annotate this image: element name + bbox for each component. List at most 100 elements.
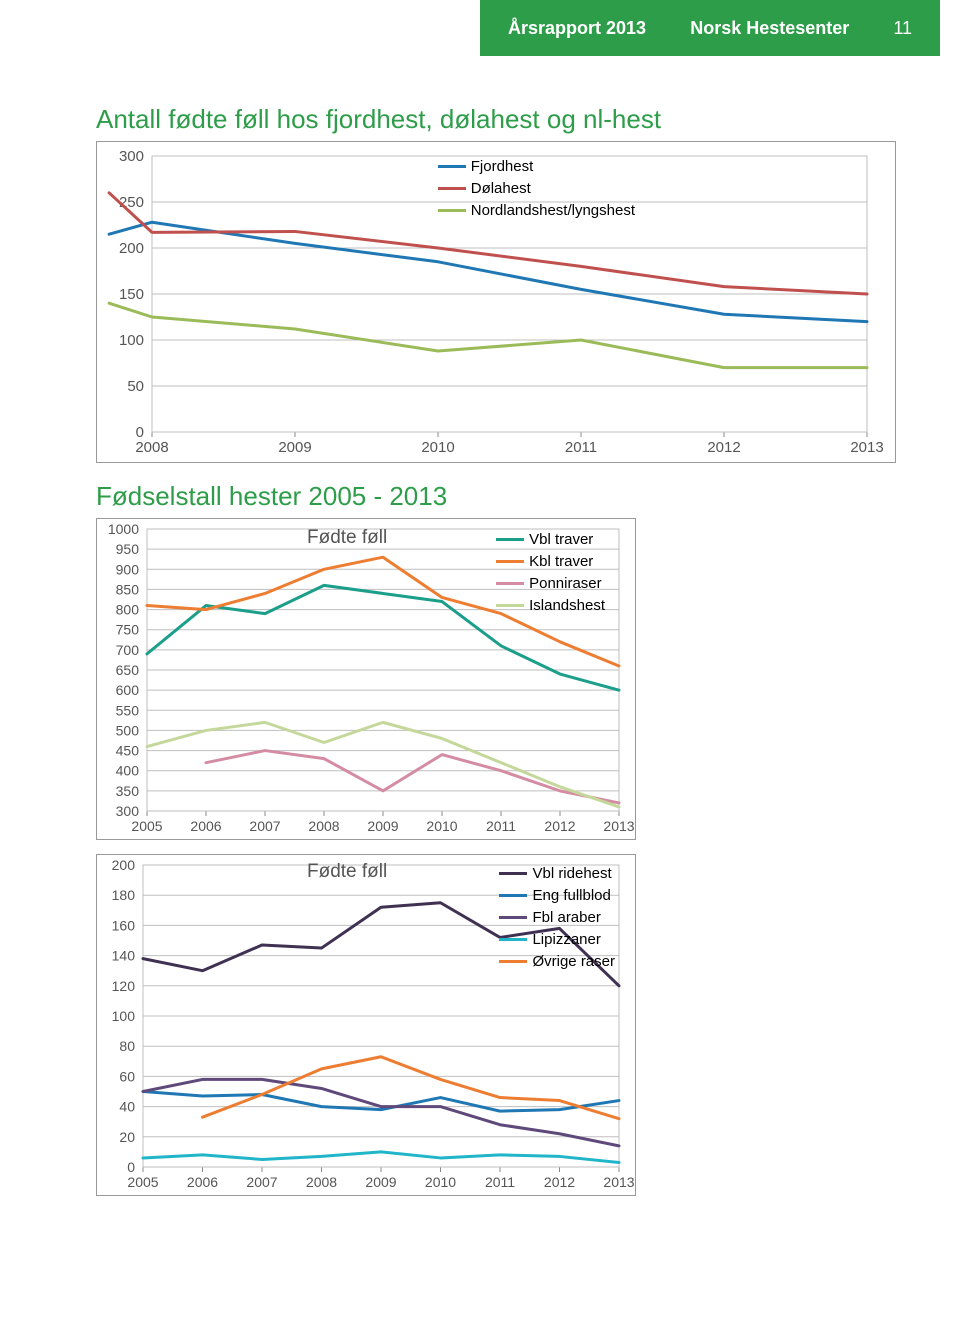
chart2-inner-title: Fødte føll [307, 527, 387, 549]
legend-swatch [496, 582, 524, 585]
svg-text:2008: 2008 [306, 1174, 337, 1190]
legend-item: Vbl ridehest [499, 863, 615, 883]
legend-item: Kbl traver [496, 551, 605, 571]
chart3-box: Fødte føll 0 20 40 60 80 100 120 140 160 180 200 20… [96, 854, 636, 1196]
svg-text:300: 300 [116, 803, 140, 819]
svg-text:2010: 2010 [426, 818, 457, 834]
svg-text:900: 900 [116, 561, 140, 577]
svg-text:250: 250 [119, 194, 144, 211]
svg-text:550: 550 [116, 702, 140, 718]
legend-item: Ponniraser [496, 573, 605, 593]
legend-label: Lipizzaner [532, 931, 600, 948]
chart1-box: 0501001502002503002008200920102011201220… [96, 141, 896, 463]
svg-text:2009: 2009 [367, 818, 398, 834]
svg-text:850: 850 [116, 581, 140, 597]
svg-text:0: 0 [127, 1159, 135, 1175]
svg-text:100: 100 [119, 332, 144, 349]
chart1-title: Antall fødte føll hos fjordhest, dølahes… [96, 104, 900, 135]
svg-text:2012: 2012 [707, 439, 740, 456]
legend-item: Islandshest [496, 595, 605, 615]
svg-text:350: 350 [116, 783, 140, 799]
svg-text:2008: 2008 [135, 439, 168, 456]
chart2-box: Fødte føll 300 350 400 450 500 550 600 650 700 75… [96, 518, 636, 840]
svg-text:200: 200 [112, 857, 136, 873]
svg-text:200: 200 [119, 240, 144, 257]
svg-text:950: 950 [116, 541, 140, 557]
svg-text:700: 700 [116, 642, 140, 658]
legend-label: Vbl ridehest [532, 865, 611, 882]
svg-text:2011: 2011 [485, 1174, 515, 1190]
legend-item: Lipizzaner [499, 929, 615, 949]
chart3-inner-title: Fødte føll [307, 861, 387, 883]
legend-label: Nordlandshest/lyngshest [471, 202, 635, 219]
legend-label: Vbl traver [529, 531, 593, 548]
legend-item: Fbl araber [499, 907, 615, 927]
legend-label: Islandshest [529, 597, 605, 614]
svg-text:2007: 2007 [249, 818, 280, 834]
svg-text:300: 300 [119, 148, 144, 165]
svg-text:500: 500 [116, 722, 140, 738]
svg-text:2006: 2006 [190, 818, 221, 834]
svg-text:20: 20 [119, 1129, 135, 1145]
legend-item: Dølahest [438, 178, 635, 198]
legend-swatch [438, 209, 466, 212]
svg-text:100: 100 [112, 1008, 136, 1024]
svg-text:750: 750 [116, 622, 140, 638]
svg-text:2013: 2013 [603, 1174, 634, 1190]
legend-label: Øvrige raser [532, 953, 615, 970]
svg-text:2011: 2011 [486, 818, 516, 834]
legend-swatch [438, 165, 466, 168]
svg-text:160: 160 [112, 917, 136, 933]
header-bar: Årsrapport 2013 Norsk Hestesenter 11 [480, 0, 940, 56]
svg-text:450: 450 [116, 743, 140, 759]
svg-text:600: 600 [116, 682, 140, 698]
chart3-legend: Vbl ridehest Eng fullblod Fbl araber Lipizz… [499, 861, 615, 973]
svg-text:120: 120 [112, 978, 136, 994]
svg-text:150: 150 [119, 286, 144, 303]
svg-text:2005: 2005 [127, 1174, 158, 1190]
svg-text:2010: 2010 [425, 1174, 456, 1190]
svg-text:140: 140 [112, 948, 136, 964]
legend-item: Eng fullblod [499, 885, 615, 905]
legend-item: Vbl traver [496, 529, 605, 549]
svg-text:50: 50 [127, 378, 144, 395]
legend-label: Kbl traver [529, 553, 593, 570]
svg-text:2007: 2007 [246, 1174, 277, 1190]
legend-swatch [499, 960, 527, 963]
svg-text:2009: 2009 [365, 1174, 396, 1190]
svg-text:2012: 2012 [544, 1174, 575, 1190]
org-name: Norsk Hestesenter [690, 18, 849, 39]
svg-text:2009: 2009 [278, 439, 311, 456]
svg-text:650: 650 [116, 662, 140, 678]
chart2-legend: Vbl traver Kbl traver Ponniraser Islandshes… [496, 527, 605, 617]
report-title: Årsrapport 2013 [508, 18, 646, 39]
chart1-legend: Fjordhest Dølahest Nordlandshest/lyngshest [438, 154, 635, 222]
svg-text:60: 60 [119, 1068, 135, 1084]
svg-text:2013: 2013 [850, 439, 883, 456]
legend-label: Fbl araber [532, 909, 600, 926]
legend-swatch [438, 187, 466, 190]
legend-swatch [496, 604, 524, 607]
svg-text:1000: 1000 [108, 521, 139, 537]
svg-text:40: 40 [119, 1099, 135, 1115]
legend-label: Dølahest [471, 180, 531, 197]
legend-swatch [499, 916, 527, 919]
svg-text:400: 400 [116, 763, 140, 779]
legend-label: Eng fullblod [532, 887, 610, 904]
svg-text:2006: 2006 [187, 1174, 218, 1190]
chart2-title: Fødselstall hester 2005 - 2013 [96, 481, 900, 512]
legend-label: Ponniraser [529, 575, 602, 592]
page-number: 11 [893, 18, 912, 39]
svg-text:2012: 2012 [544, 818, 575, 834]
svg-text:2013: 2013 [603, 818, 634, 834]
legend-swatch [496, 560, 524, 563]
legend-label: Fjordhest [471, 158, 534, 175]
legend-swatch [496, 538, 524, 541]
legend-item: Øvrige raser [499, 951, 615, 971]
legend-item: Fjordhest [438, 156, 635, 176]
svg-text:2011: 2011 [565, 439, 597, 456]
legend-swatch [499, 894, 527, 897]
svg-text:2008: 2008 [308, 818, 339, 834]
svg-text:180: 180 [112, 887, 136, 903]
svg-text:80: 80 [119, 1038, 135, 1054]
